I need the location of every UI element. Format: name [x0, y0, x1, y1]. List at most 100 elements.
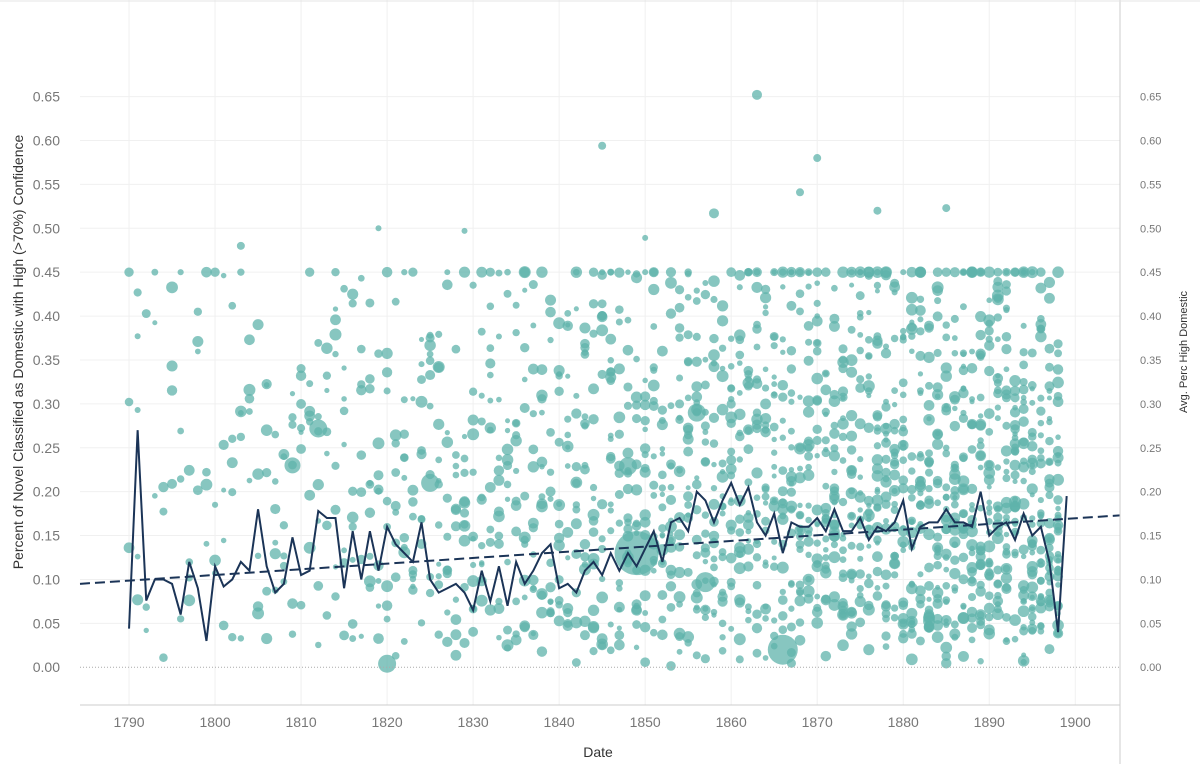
scatter-point — [915, 636, 925, 646]
scatter-point — [1001, 393, 1011, 403]
scatter-point — [908, 467, 916, 475]
scatter-point — [563, 618, 573, 628]
scatter-point — [1037, 394, 1045, 402]
scatter-point — [848, 522, 855, 529]
scatter-point — [536, 606, 548, 619]
scatter-point — [691, 356, 702, 367]
scatter-point — [839, 535, 847, 542]
scatter-point — [983, 540, 996, 553]
scatter-point — [949, 567, 961, 580]
scatter-point — [665, 494, 677, 506]
scatter-point — [528, 574, 539, 586]
scatter-point — [966, 362, 978, 374]
scatter-point — [856, 542, 865, 551]
scatter-point — [1009, 438, 1021, 450]
scatter-point — [616, 585, 623, 592]
scatter-point — [1009, 500, 1021, 512]
scatter-point — [906, 607, 918, 619]
scatter-point — [426, 402, 434, 410]
scatter-point — [228, 434, 237, 443]
scatter-point — [211, 501, 219, 508]
scatter-point — [779, 588, 786, 596]
scatter-point — [1001, 385, 1012, 396]
scatter-point — [124, 397, 134, 407]
scatter-point — [322, 520, 332, 531]
scatter-point — [271, 430, 280, 439]
scatter-point — [856, 346, 864, 355]
scatter-point — [786, 622, 796, 632]
scatter-point — [510, 435, 522, 447]
scatter-point — [622, 447, 634, 459]
scatter-point — [856, 375, 865, 384]
scatter-point — [857, 269, 864, 276]
scatter-point — [278, 449, 290, 460]
scatter-point — [771, 617, 778, 624]
scatter-point — [975, 267, 986, 277]
scatter-point — [467, 414, 479, 426]
scatter-point — [134, 553, 141, 560]
scatter-point — [381, 600, 393, 611]
scatter-point — [805, 502, 812, 509]
scatter-point — [613, 411, 626, 424]
scatter-point — [931, 586, 944, 599]
scatter-point — [891, 387, 898, 394]
x-tick-label: 1860 — [716, 714, 747, 730]
scatter-point — [831, 468, 838, 476]
scatter-point — [924, 605, 934, 615]
scatter-point — [805, 269, 812, 276]
scatter-point — [733, 562, 746, 575]
scatter-point — [1044, 381, 1055, 392]
scatter-point — [838, 432, 848, 442]
scatter-point — [866, 309, 872, 316]
scatter-point — [1019, 267, 1029, 277]
scatter-point — [940, 362, 952, 374]
x-tick-label: 1810 — [285, 714, 316, 730]
scatter-point — [777, 486, 788, 497]
scatter-point — [898, 597, 909, 608]
scatter-point — [512, 328, 520, 337]
scatter-point — [960, 351, 967, 358]
scatter-point — [571, 658, 581, 667]
scatter-point — [504, 558, 511, 566]
scatter-point — [1029, 399, 1036, 406]
scatter-point — [890, 613, 899, 622]
scatter-point — [934, 393, 941, 400]
scatter-point — [529, 585, 538, 594]
scatter-point — [314, 413, 322, 421]
scatter-point — [607, 268, 614, 276]
scatter-point — [932, 598, 943, 609]
scatter-point — [649, 480, 659, 490]
scatter-point — [866, 393, 872, 399]
scatter-point — [263, 382, 270, 388]
scatter-point — [674, 285, 685, 295]
scatter-point — [802, 406, 815, 418]
scatter-point — [960, 303, 967, 311]
scatter-point — [665, 267, 677, 278]
scatter-point — [357, 274, 365, 282]
scatter-point — [812, 395, 823, 405]
scatter-point — [458, 520, 471, 532]
scatter-point — [674, 529, 686, 541]
scatter-point — [813, 559, 822, 568]
scatter-point — [356, 450, 367, 460]
scatter-point — [830, 421, 839, 430]
scatter-point — [761, 421, 770, 429]
scatter-point — [467, 575, 480, 588]
scatter-point — [762, 559, 769, 565]
scatter-point — [176, 615, 185, 623]
scatter-point — [618, 457, 637, 476]
scatter-point — [504, 496, 511, 502]
scatter-point — [958, 365, 969, 376]
scatter-point — [1018, 416, 1029, 427]
scatter-point — [452, 451, 460, 459]
scatter-point — [390, 572, 401, 583]
scatter-point — [881, 499, 891, 509]
scatter-point — [812, 435, 822, 445]
scatter-point — [949, 536, 961, 548]
scatter-point — [315, 641, 322, 649]
scatter-point — [305, 267, 315, 277]
scatter-point — [906, 323, 918, 335]
y2-tick-label: 0.25 — [1140, 443, 1161, 455]
scatter-point — [805, 463, 812, 471]
x-axis-title: Date — [583, 744, 613, 760]
